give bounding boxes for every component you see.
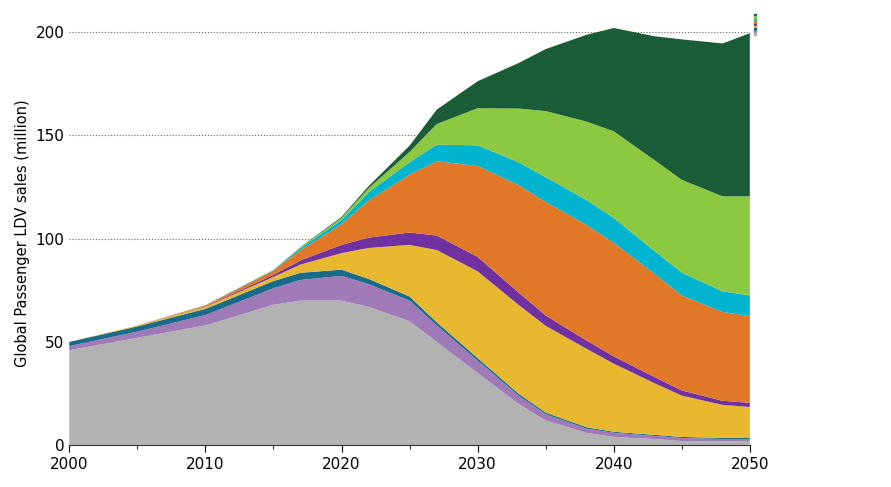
Legend: , , , , , , , , : , , , , , , , , — [754, 14, 756, 35]
Y-axis label: Global Passenger LDV sales (million): Global Passenger LDV sales (million) — [15, 100, 30, 367]
